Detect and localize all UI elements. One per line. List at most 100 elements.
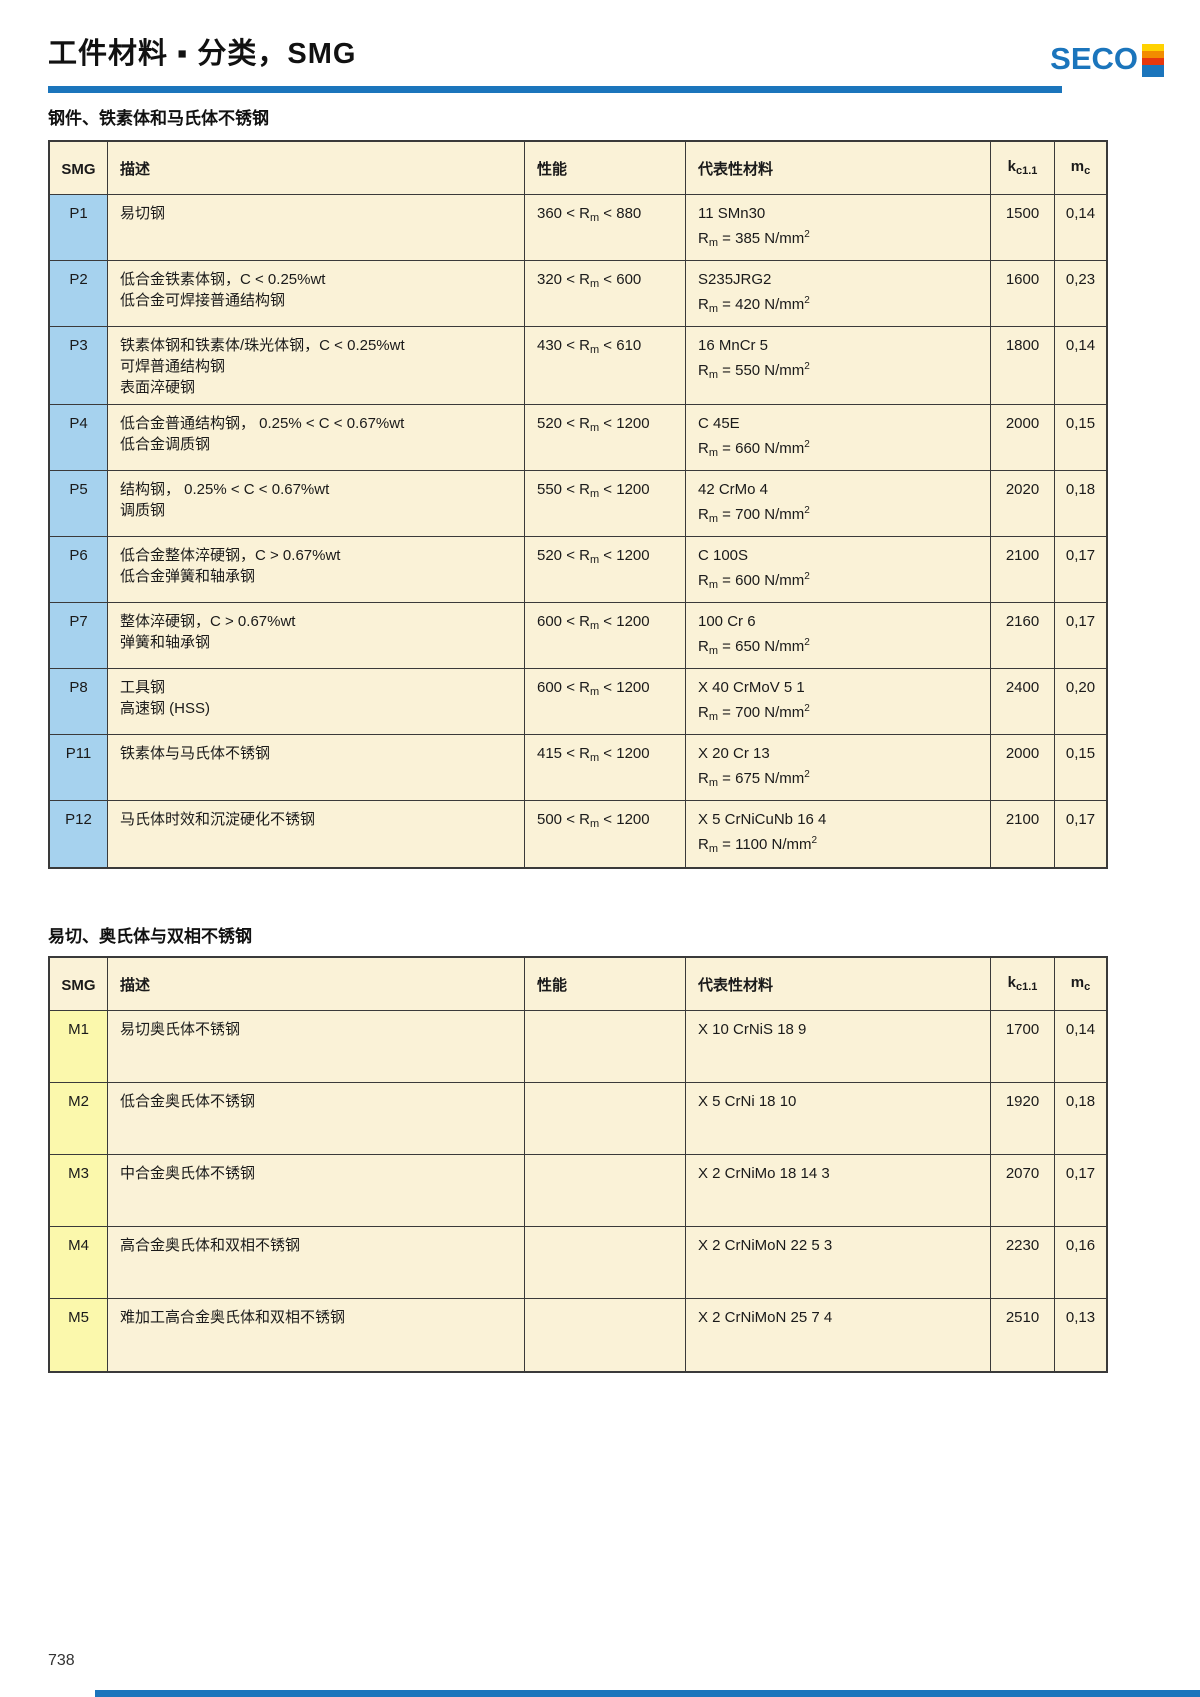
material-rm: Rm = 660 N/mm2 (698, 439, 810, 459)
section-title-steels: 钢件、铁素体和马氏体不锈钢 (48, 109, 269, 128)
kc11-cell: 2230 (991, 1227, 1055, 1298)
materials-table-steels: SMG 描述 性能 代表性材料 kc1.1 mc P1 易切钢 360 < Rm < 880 11… (48, 140, 1108, 869)
description-cell: 易切奥氏体不锈钢 (108, 1011, 525, 1082)
properties-cell: 320 < Rm < 600 (525, 261, 686, 326)
properties-cell: 415 < Rm < 1200 (525, 735, 686, 800)
description-cell: 高合金奥氏体和双相不锈钢 (108, 1227, 525, 1298)
material-cell: 16 MnCr 5 Rm = 550 N/mm2 (686, 327, 991, 404)
table-row: P2 低合金铁素体钢，C < 0.25%wt 低合金可焊接普通结构钢 320 < Rm… (50, 261, 1106, 327)
material-rm: Rm = 385 N/mm2 (698, 229, 810, 249)
smg-cell: M5 (50, 1299, 108, 1371)
description-cell: 整体淬硬钢，C > 0.67%wt 弹簧和轴承钢 (108, 603, 525, 668)
material-cell: X 5 CrNiCuNb 16 4 Rm = 1100 N/mm2 (686, 801, 991, 867)
kc11-cell: 2100 (991, 801, 1055, 867)
description-line: 工具钢 (120, 679, 166, 696)
table-row: P5 结构钢， 0.25% < C < 0.67%wt 调质钢 550 < Rm < … (50, 471, 1106, 537)
table-row: M5 难加工高合金奥氏体和双相不锈钢 X 2 CrNiMoN 25 7 4 2510 0… (50, 1299, 1106, 1371)
mc-cell: 0,17 (1065, 1165, 1096, 1182)
smg-cell: P8 (50, 669, 108, 734)
mc-cell: 0,13 (1065, 1309, 1096, 1326)
material-cell: C 100S Rm = 600 N/mm2 (686, 537, 991, 602)
material-cell: X 2 CrNiMoN 25 7 4 (686, 1299, 991, 1371)
properties-cell: 600 < Rm < 1200 (525, 603, 686, 668)
header-properties: 性能 (525, 958, 686, 1010)
description-line: 低合金整体淬硬钢，C > 0.67%wt (120, 547, 341, 564)
mc-cell: 0,17 (1065, 613, 1096, 630)
description-cell: 难加工高合金奥氏体和双相不锈钢 (108, 1299, 525, 1371)
mc-cell: 0,17 (1065, 547, 1096, 564)
description-line: 中合金奥氏体不锈钢 (120, 1165, 256, 1182)
material-name: X 2 CrNiMoN 25 7 4 (698, 1309, 833, 1326)
description-line: 低合金可焊接普通结构钢 (120, 292, 286, 309)
description-cell: 马氏体时效和沉淀硬化不锈钢 (108, 801, 525, 867)
description-line: 表面淬硬钢 (120, 379, 196, 396)
logo-stripe (1142, 65, 1164, 77)
header-divider-rule (48, 86, 1062, 93)
description-line: 整体淬硬钢，C > 0.67%wt (120, 613, 296, 630)
material-name: X 2 CrNiMoN 22 5 3 (698, 1237, 833, 1254)
material-rm: Rm = 675 N/mm2 (698, 769, 810, 789)
description-cell: 低合金普通结构钢， 0.25% < C < 0.67%wt 低合金调质钢 (108, 405, 525, 470)
mc-cell: 0,20 (1065, 679, 1096, 696)
mc-cell: 0,18 (1065, 1093, 1096, 1110)
description-line: 铁素体与马氏体不锈钢 (120, 745, 271, 762)
header-mc: mc (1070, 974, 1091, 993)
material-cell: 100 Cr 6 Rm = 650 N/mm2 (686, 603, 991, 668)
material-rm: Rm = 700 N/mm2 (698, 505, 810, 525)
material-rm: Rm = 700 N/mm2 (698, 703, 810, 723)
material-rm: Rm = 1100 N/mm2 (698, 835, 818, 855)
mc-cell: 0,14 (1065, 337, 1096, 354)
mc-cell: 0,14 (1065, 1021, 1096, 1038)
properties-cell (525, 1299, 686, 1371)
description-cell: 铁素体钢和铁素体/珠光体钢，C < 0.25%wt 可焊普通结构钢 表面淬硬钢 (108, 327, 525, 404)
material-rm: Rm = 650 N/mm2 (698, 637, 810, 657)
properties-cell: 360 < Rm < 880 (525, 195, 686, 260)
material-name: X 20 Cr 13 (698, 745, 770, 762)
material-rm: Rm = 600 N/mm2 (698, 571, 810, 591)
kc11-cell: 2000 (991, 735, 1055, 800)
table-row: M1 易切奥氏体不锈钢 X 10 CrNiS 18 9 1700 0,14 (50, 1011, 1106, 1083)
description-line: 铁素体钢和铁素体/珠光体钢，C < 0.25%wt (120, 337, 405, 354)
description-line: 易切钢 (120, 205, 166, 222)
material-name: 16 MnCr 5 (698, 337, 769, 354)
properties-cell: 500 < Rm < 1200 (525, 801, 686, 867)
smg-cell: P3 (50, 327, 108, 404)
material-cell: X 5 CrNi 18 10 (686, 1083, 991, 1154)
description-cell: 易切钢 (108, 195, 525, 260)
header-description: 描述 (108, 142, 525, 194)
mc-cell: 0,18 (1065, 481, 1096, 498)
seco-logo-color-block-icon (1142, 44, 1164, 77)
material-name: X 2 CrNiMo 18 14 3 (698, 1165, 830, 1182)
material-rm: Rm = 550 N/mm2 (698, 361, 810, 381)
description-cell: 结构钢， 0.25% < C < 0.67%wt 调质钢 (108, 471, 525, 536)
description-line: 弹簧和轴承钢 (120, 634, 211, 651)
kc11-cell: 1800 (991, 327, 1055, 404)
smg-cell: P1 (50, 195, 108, 260)
header-material: 代表性材料 (686, 142, 991, 194)
kc11-cell: 2160 (991, 603, 1055, 668)
material-cell: X 20 Cr 13 Rm = 675 N/mm2 (686, 735, 991, 800)
logo-stripe (1142, 44, 1164, 51)
header-smg: SMG (50, 142, 108, 194)
description-line: 马氏体时效和沉淀硬化不锈钢 (120, 811, 316, 828)
material-name: 11 SMn30 (698, 205, 766, 222)
description-line: 低合金普通结构钢， 0.25% < C < 0.67%wt (120, 415, 405, 432)
seco-logo-text: SECO (1050, 41, 1138, 76)
description-line: 高合金奥氏体和双相不锈钢 (120, 1237, 301, 1254)
description-line: 难加工高合金奥氏体和双相不锈钢 (120, 1309, 346, 1326)
kc11-cell: 2000 (991, 405, 1055, 470)
table-row: P8 工具钢 高速钢 (HSS) 600 < Rm < 1200 X 40 CrMoV … (50, 669, 1106, 735)
properties-cell (525, 1011, 686, 1082)
table-row: P11 铁素体与马氏体不锈钢 415 < Rm < 1200 X 20 Cr 13 Rm… (50, 735, 1106, 801)
properties-cell (525, 1083, 686, 1154)
material-name: C 100S (698, 547, 749, 564)
material-rm: Rm = 420 N/mm2 (698, 295, 810, 315)
table-row: P3 铁素体钢和铁素体/珠光体钢，C < 0.25%wt 可焊普通结构钢 表面淬硬钢 4… (50, 327, 1106, 405)
material-cell: X 40 CrMoV 5 1 Rm = 700 N/mm2 (686, 669, 991, 734)
page-title: 工件材料 ▪ 分类，SMG (48, 38, 357, 70)
material-name: 42 CrMo 4 (698, 481, 769, 498)
material-cell: C 45E Rm = 660 N/mm2 (686, 405, 991, 470)
smg-cell: P2 (50, 261, 108, 326)
table-row: M2 低合金奥氏体不锈钢 X 5 CrNi 18 10 1920 0,18 (50, 1083, 1106, 1155)
logo-stripe (1142, 58, 1164, 65)
